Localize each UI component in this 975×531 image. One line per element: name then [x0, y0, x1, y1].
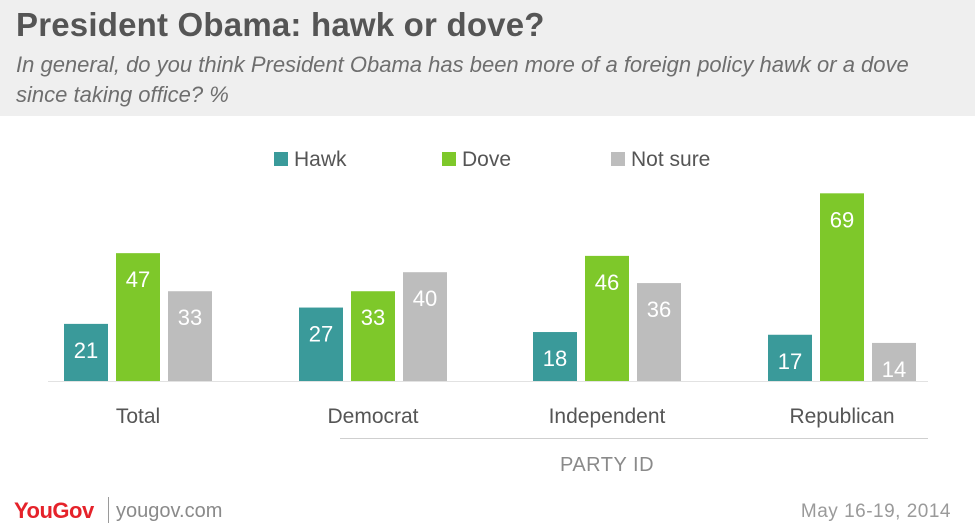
data-label-hawk-democrat: 27	[309, 322, 333, 347]
data-label-dove-democrat: 33	[361, 305, 385, 330]
data-label-dove-independent: 46	[595, 270, 619, 295]
data-label-dove-republican: 69	[830, 207, 854, 232]
data-label-hawk-total: 21	[74, 338, 98, 363]
bar-dove-independent	[585, 255, 629, 381]
bar-not-sure-democrat	[403, 272, 447, 381]
survey-date: May 16-19, 2014	[800, 501, 951, 522]
bar-not-sure-republican	[872, 342, 916, 381]
footer-divider	[108, 497, 109, 523]
data-label-hawk-republican: 17	[778, 349, 802, 374]
bar-dove-republican	[820, 193, 864, 381]
bar-not-sure-total	[168, 291, 212, 381]
bar-hawk-independent	[533, 332, 577, 381]
chart-subtitle: In general, do you think President Obama…	[16, 52, 909, 107]
legend-label-not-sure: Not sure	[631, 148, 710, 171]
chart-header: President Obama: hawk or dove? In genera…	[0, 0, 975, 116]
data-label-not-sure-total: 33	[178, 305, 202, 330]
data-label-dove-total: 47	[126, 267, 150, 292]
chart-title: President Obama: hawk or dove?	[16, 6, 545, 43]
category-label-democrat: Democrat	[327, 405, 418, 428]
category-label-republican: Republican	[789, 405, 894, 428]
data-label-not-sure-independent: 36	[647, 297, 671, 322]
legend-swatch-dove	[442, 152, 456, 166]
yougov-logo: YouGov	[14, 498, 94, 523]
bar-not-sure-independent	[637, 283, 681, 381]
data-label-not-sure-democrat: 40	[413, 286, 437, 311]
data-label-hawk-independent: 18	[543, 346, 567, 371]
category-label-independent: Independent	[549, 405, 666, 428]
legend-swatch-not-sure	[611, 152, 625, 166]
bar-dove-democrat	[351, 291, 395, 381]
bar-dove-total	[116, 253, 160, 381]
bar-hawk-total	[64, 323, 108, 381]
category-label-total: Total	[116, 405, 160, 428]
bar-hawk-democrat	[299, 307, 343, 381]
footer-site-link[interactable]: yougov.com	[116, 500, 223, 522]
legend-swatch-hawk	[274, 152, 288, 166]
party-id-group-label: PARTY ID	[560, 454, 654, 476]
data-label-not-sure-republican: 14	[882, 357, 906, 382]
bar-hawk-republican	[768, 334, 812, 381]
legend-label-dove: Dove	[462, 148, 511, 171]
bar-chart: Hawk Dove Not sure 21 47 33 Total 27 33 40 Democra…	[48, 148, 928, 476]
legend-label-hawk: Hawk	[294, 148, 347, 171]
